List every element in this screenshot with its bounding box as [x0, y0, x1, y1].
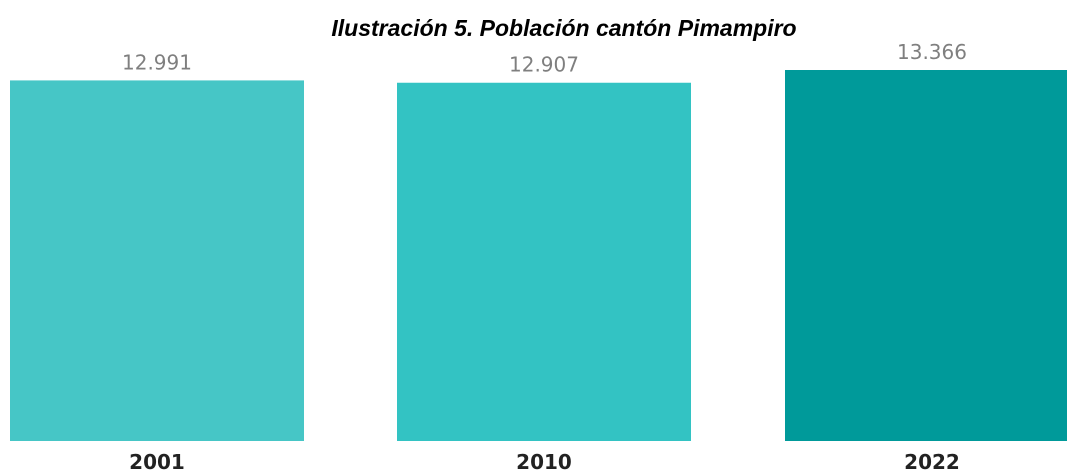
- x-tick-label-2022: 2022: [904, 450, 960, 470]
- bar-2001: [10, 80, 304, 441]
- bar-2010: [397, 82, 691, 441]
- data-label-2001: 12.991: [122, 50, 192, 74]
- data-label-2010: 12.907: [509, 53, 579, 77]
- chart-title: Ilustración 5. Población cantón Pimampir…: [331, 15, 797, 41]
- x-tick-label-2001: 2001: [129, 450, 185, 470]
- x-tick-label-2010: 2010: [516, 450, 572, 470]
- bar-2022: [785, 70, 1067, 441]
- data-label-2022: 13.366: [897, 40, 967, 64]
